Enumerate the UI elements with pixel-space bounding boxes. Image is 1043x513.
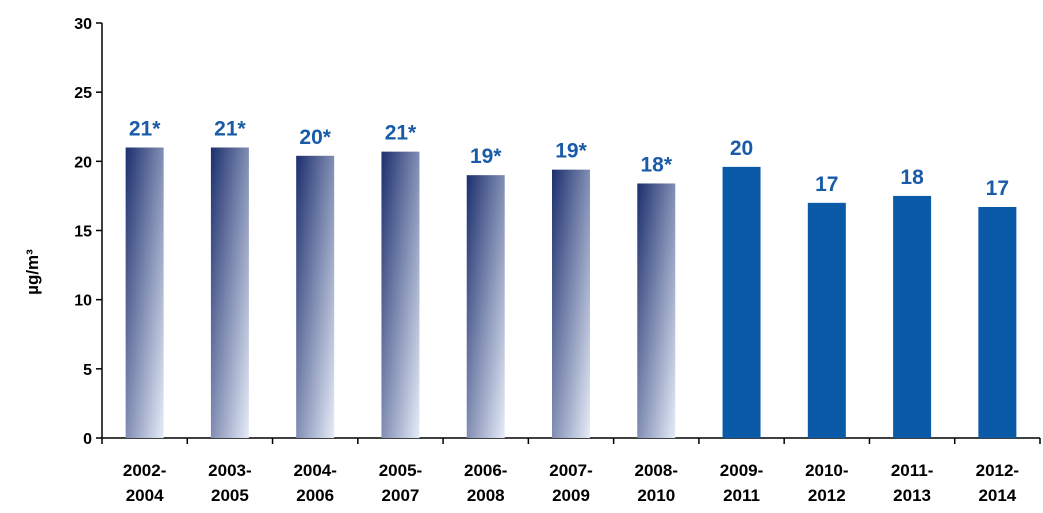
bar (381, 151, 420, 438)
data-label: 21* (214, 118, 246, 141)
x-tick-label: 2007- (549, 461, 592, 480)
bar (210, 147, 249, 438)
y-tick-label: 10 (74, 293, 92, 310)
data-label: 20* (299, 126, 331, 149)
x-tick-label: 2011 (723, 486, 760, 505)
data-label: 21* (129, 118, 161, 141)
data-labels: 21* 21* 20* 21* 19* 19* 18* 20 17 18 17 (129, 118, 1009, 200)
x-tick-label: 2011- (891, 461, 934, 480)
x-tick-label: 2010 (637, 486, 675, 505)
bar (552, 169, 590, 438)
x-tick-label: 2007 (382, 486, 420, 505)
x-tick-label: 2009 (552, 486, 590, 505)
x-tick-label: 2002- (123, 461, 166, 480)
data-label: 18* (641, 153, 673, 176)
data-label: 17 (815, 173, 838, 196)
x-tick-label: 2004 (126, 486, 164, 505)
y-axis-title: µg/m³ (23, 249, 42, 295)
category-labels: 2002- 2004 2003- 2005 2004- 2006 2005- 2007 2006… (123, 461, 1019, 505)
data-label: 20 (730, 137, 753, 160)
bar (893, 195, 932, 438)
bar (296, 155, 335, 439)
x-tick-label: 2004- (293, 461, 336, 480)
x-tick-label: 2012- (976, 461, 1019, 480)
x-tick-label: 2006- (464, 461, 507, 480)
x-tick-label: 2003- (208, 461, 251, 480)
x-tick-label: 2009- (720, 461, 763, 480)
y-tick-label: 30 (74, 16, 92, 33)
x-tick-label: 2010- (805, 461, 848, 480)
y-tick-label: 5 (83, 362, 92, 379)
x-tick-label: 2006 (296, 486, 334, 505)
bar (637, 183, 676, 438)
data-label: 19* (470, 145, 502, 168)
y-tick-label: 20 (74, 154, 92, 171)
y-axis: 0 5 10 15 20 25 30 (74, 16, 103, 448)
x-tick-label: 2013 (893, 486, 931, 505)
x-tick-label: 2005- (379, 461, 422, 480)
data-label: 17 (986, 177, 1009, 200)
y-tick-label: 25 (74, 85, 92, 102)
data-label: 19* (555, 140, 587, 163)
y-tick-label: 0 (83, 431, 92, 448)
data-label: 21* (385, 122, 417, 145)
bar (125, 147, 164, 438)
bars (125, 147, 1017, 439)
x-tick-label: 2012 (808, 486, 846, 505)
x-tick-label: 2014 (978, 486, 1016, 505)
bar (466, 175, 505, 438)
x-tick-label: 2008 (467, 486, 505, 505)
bar (722, 166, 761, 438)
bar (978, 206, 1017, 438)
x-tick-label: 2008- (635, 461, 678, 480)
x-tick-label: 2005 (211, 486, 249, 505)
data-label: 18 (900, 166, 924, 189)
x-axis (101, 437, 1041, 444)
y-tick-label: 15 (74, 224, 92, 241)
bar (807, 202, 846, 438)
